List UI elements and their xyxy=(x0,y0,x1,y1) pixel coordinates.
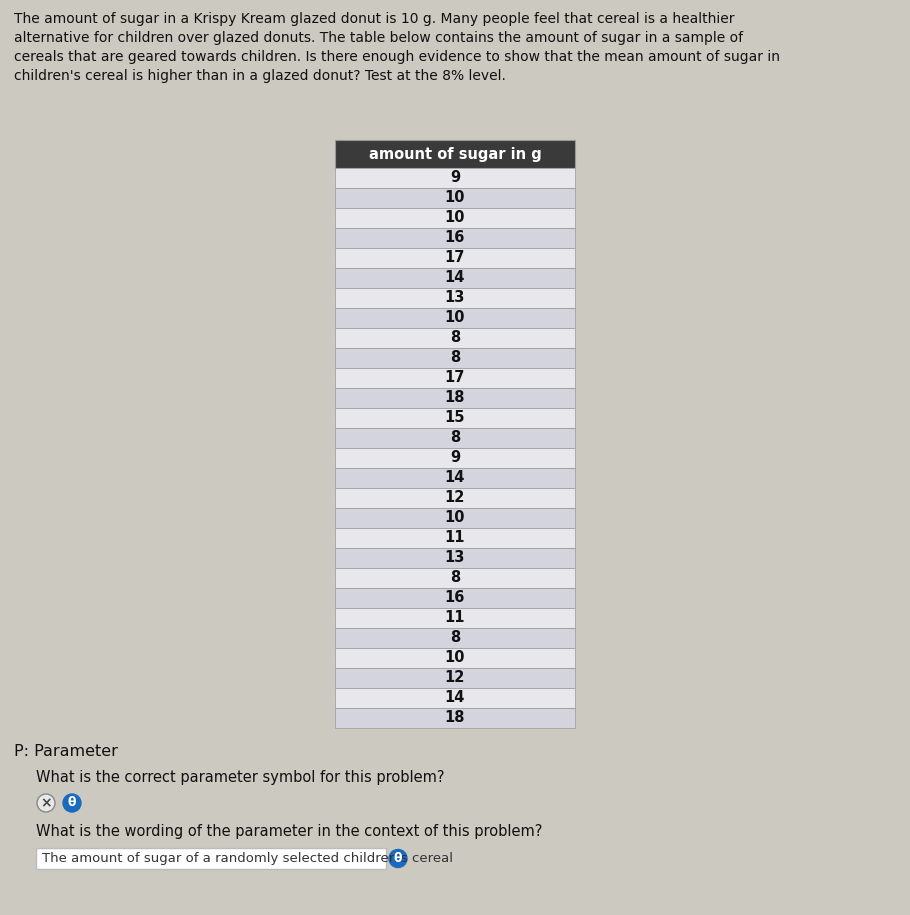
Text: amount of sugar in g: amount of sugar in g xyxy=(369,146,541,162)
Bar xyxy=(335,140,575,168)
Text: 8: 8 xyxy=(450,570,460,586)
Bar xyxy=(335,268,575,288)
Text: 10: 10 xyxy=(445,651,465,665)
Bar xyxy=(335,468,575,488)
Text: 14: 14 xyxy=(445,691,465,705)
Text: θ: θ xyxy=(394,852,402,865)
Text: 10: 10 xyxy=(445,190,465,206)
Bar xyxy=(335,428,575,448)
Text: 10: 10 xyxy=(445,511,465,525)
Text: 12: 12 xyxy=(445,671,465,685)
Bar xyxy=(335,408,575,428)
Text: 14: 14 xyxy=(445,470,465,486)
Bar xyxy=(335,548,575,568)
Text: children's cereal is higher than in a glazed donut? Test at the 8% level.: children's cereal is higher than in a gl… xyxy=(14,69,506,83)
Bar xyxy=(335,608,575,628)
Text: What is the wording of the parameter in the context of this problem?: What is the wording of the parameter in … xyxy=(36,824,542,839)
Text: 13: 13 xyxy=(445,290,465,306)
Text: 11: 11 xyxy=(445,531,465,545)
Bar xyxy=(335,448,575,468)
Bar xyxy=(335,188,575,208)
Text: The amount of sugar of a randomly selected children's cereal: The amount of sugar of a randomly select… xyxy=(42,852,453,865)
Text: 16: 16 xyxy=(445,231,465,245)
Text: cereals that are geared towards children. Is there enough evidence to show that : cereals that are geared towards children… xyxy=(14,50,780,64)
Text: ×: × xyxy=(40,796,52,810)
Bar xyxy=(335,588,575,608)
Text: P: Parameter: P: Parameter xyxy=(14,744,118,759)
Text: 12: 12 xyxy=(445,490,465,505)
Text: 15: 15 xyxy=(445,411,465,425)
Text: The amount of sugar in a Krispy Kream glazed donut is 10 g. Many people feel tha: The amount of sugar in a Krispy Kream gl… xyxy=(14,12,734,26)
Bar xyxy=(335,388,575,408)
Text: 17: 17 xyxy=(445,251,465,265)
Text: 10: 10 xyxy=(445,210,465,225)
Circle shape xyxy=(63,794,81,812)
Bar xyxy=(335,348,575,368)
Text: 9: 9 xyxy=(450,170,460,186)
Bar xyxy=(335,308,575,328)
Text: 17: 17 xyxy=(445,371,465,385)
Bar xyxy=(335,328,575,348)
Text: 18: 18 xyxy=(445,391,465,405)
Bar xyxy=(335,288,575,308)
Bar xyxy=(335,168,575,188)
Bar xyxy=(335,568,575,588)
Bar xyxy=(335,648,575,668)
Bar xyxy=(36,848,386,869)
Bar xyxy=(335,248,575,268)
Text: 8: 8 xyxy=(450,430,460,446)
Text: 8: 8 xyxy=(450,330,460,346)
Text: 13: 13 xyxy=(445,551,465,565)
Bar xyxy=(335,688,575,708)
Text: What is the correct parameter symbol for this problem?: What is the correct parameter symbol for… xyxy=(36,770,444,785)
Bar xyxy=(335,708,575,728)
Bar xyxy=(335,668,575,688)
Bar xyxy=(335,368,575,388)
Bar xyxy=(335,208,575,228)
Text: θ: θ xyxy=(67,796,76,810)
Text: 8: 8 xyxy=(450,350,460,365)
Text: 10: 10 xyxy=(445,310,465,326)
Bar xyxy=(335,508,575,528)
Text: 11: 11 xyxy=(445,610,465,626)
Circle shape xyxy=(389,849,407,867)
Text: 14: 14 xyxy=(445,271,465,285)
Bar xyxy=(335,228,575,248)
Text: 8: 8 xyxy=(450,630,460,645)
Bar xyxy=(335,528,575,548)
Text: 18: 18 xyxy=(445,711,465,726)
Circle shape xyxy=(37,794,55,812)
Text: 9: 9 xyxy=(450,450,460,466)
Text: alternative for children over glazed donuts. The table below contains the amount: alternative for children over glazed don… xyxy=(14,31,743,45)
Text: 16: 16 xyxy=(445,590,465,606)
Bar xyxy=(335,488,575,508)
Bar xyxy=(335,628,575,648)
